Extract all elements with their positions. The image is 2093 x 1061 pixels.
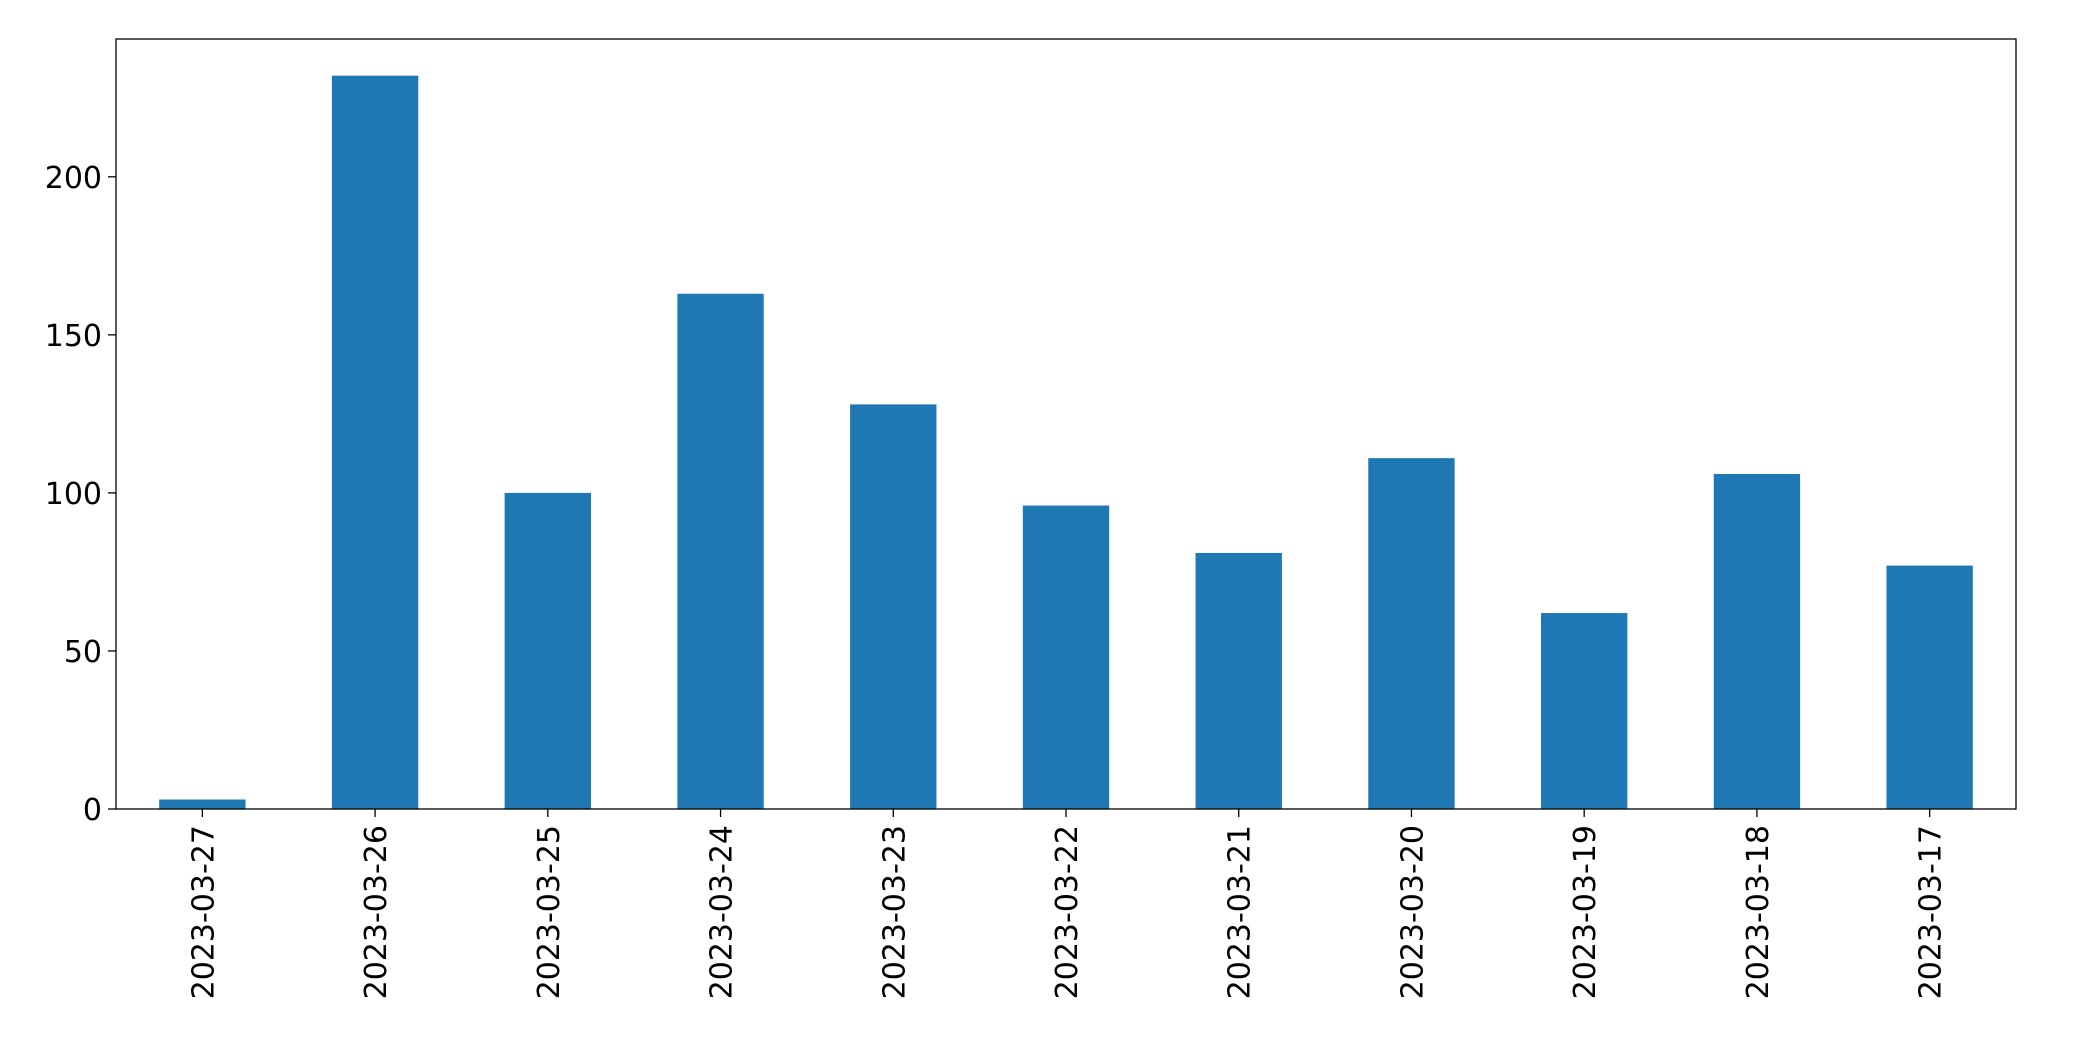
x-tick-label: 2023-03-19	[1568, 825, 1603, 999]
bar	[504, 492, 591, 809]
bar	[331, 75, 419, 809]
x-tick-label: 2023-03-17	[1914, 825, 1949, 999]
bar	[159, 799, 246, 809]
bar	[1713, 473, 1801, 809]
x-tick-label: 2023-03-23	[877, 825, 912, 999]
x-tick-label: 2023-03-27	[186, 825, 221, 999]
y-tick-label: 0	[83, 793, 102, 828]
bar	[1195, 552, 1282, 809]
x-tick-label: 2023-03-24	[705, 825, 740, 999]
bar	[1541, 613, 1628, 809]
bar	[1368, 458, 1455, 809]
x-tick-label: 2023-03-25	[532, 825, 567, 999]
x-tick-label: 2023-03-22	[1050, 825, 1085, 999]
plot-frame	[115, 38, 2017, 810]
bar	[850, 404, 937, 809]
y-tick-label: 50	[64, 635, 102, 670]
y-tick-label: 150	[45, 319, 102, 354]
x-tick-label: 2023-03-26	[359, 825, 394, 999]
bar	[677, 293, 764, 809]
x-tick-label: 2023-03-18	[1741, 825, 1776, 999]
y-tick-label: 100	[45, 477, 102, 512]
bar	[1022, 505, 1110, 809]
bar	[1886, 565, 1973, 809]
x-tick-label: 2023-03-20	[1395, 825, 1430, 999]
y-tick-label: 200	[45, 161, 102, 196]
x-tick-label: 2023-03-21	[1223, 825, 1258, 999]
